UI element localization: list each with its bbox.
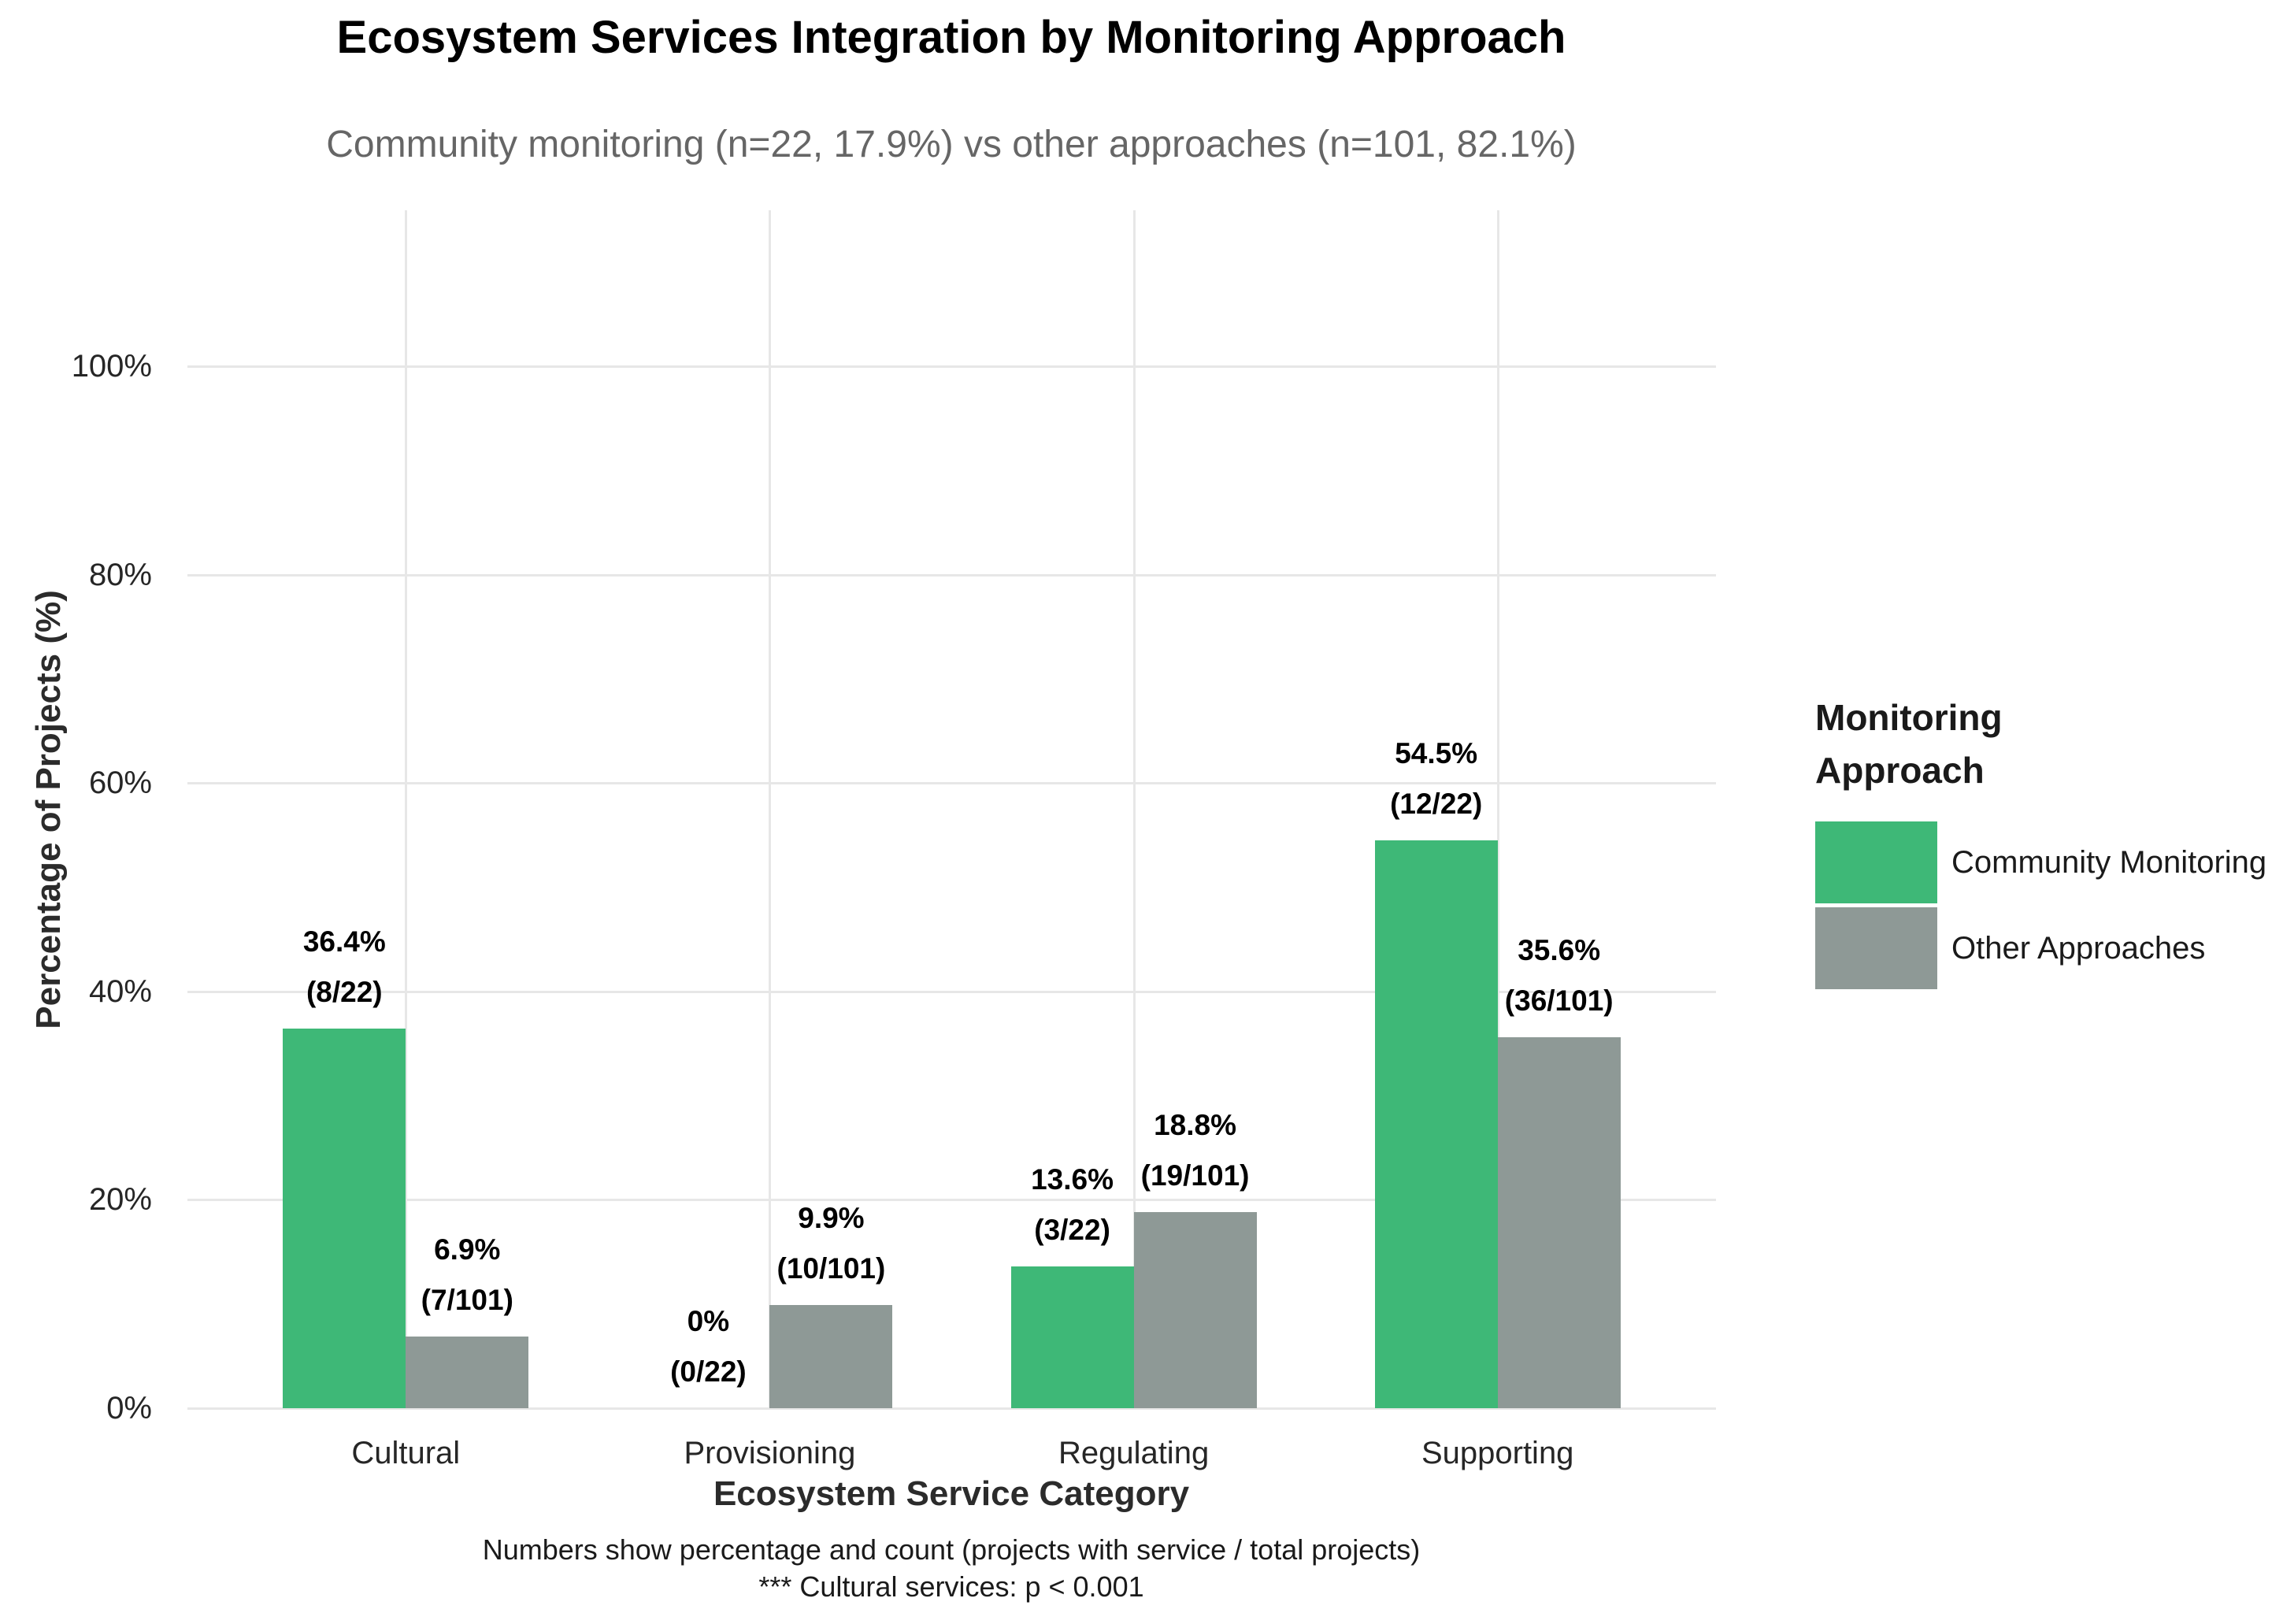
caption-line-1: Numbers show percentage and count (proje… (482, 1533, 1421, 1566)
bar-other-approaches-cultural (406, 1336, 529, 1408)
legend-item-other-approaches: Other Approaches (1815, 907, 2266, 989)
bar-value-label: 54.5% (12/22) (1263, 729, 1610, 829)
caption-line-2: *** Cultural services: p < 0.001 (758, 1570, 1144, 1603)
y-axis-tick-label: 80% (88, 557, 152, 592)
chart-title: Ecosystem Services Integration by Monito… (336, 12, 1566, 63)
bar-label-count: (0/22) (670, 1355, 747, 1388)
bar-label-count: (7/101) (421, 1283, 513, 1316)
bar-label-count: (3/22) (1034, 1214, 1110, 1247)
gridline-vertical (1496, 210, 1499, 1408)
bar-label-count: (8/22) (306, 976, 383, 1009)
plot-panel: 36.4% (8/22) 0% (0/22) 13.6% (3/22) 54.5% (12/2… (187, 210, 1716, 1410)
bar-value-label: 13.6% (3/22) (899, 1155, 1246, 1255)
bar-label-percent: 0% (687, 1305, 730, 1337)
gridline-vertical (405, 210, 408, 1408)
gridline-vertical (1132, 210, 1136, 1408)
x-axis-category-label: Supporting (1421, 1436, 1574, 1470)
legend-label-other-approaches: Other Approaches (1951, 930, 2206, 966)
x-axis-category-label: Cultural (351, 1436, 461, 1470)
bar-community-monitoring-cultural (283, 1029, 406, 1408)
bar-label-percent: 35.6% (1518, 934, 1601, 967)
legend-swatch-other-approaches (1815, 907, 1937, 989)
y-axis-tick-label: 0% (106, 1391, 152, 1426)
bar-community-monitoring-regulating (1010, 1266, 1134, 1408)
x-axis-category-label: Provisioning (684, 1436, 856, 1470)
bar-label-percent: 36.4% (302, 925, 386, 958)
bar-value-label: 18.8% (19/101) (1022, 1100, 1369, 1201)
bar-label-percent: 9.9% (798, 1202, 865, 1235)
gridline-horizontal (187, 990, 1716, 993)
bar-other-approaches-supporting (1497, 1037, 1621, 1408)
y-axis-title: Percentage of Projects (%) (29, 590, 68, 1029)
legend-item-community-monitoring: Community Monitoring (1815, 821, 2266, 903)
bar-value-label: 6.9% (7/101) (294, 1225, 640, 1326)
bar-label-count: (36/101) (1504, 984, 1614, 1018)
legend-swatch-community-monitoring (1815, 821, 1937, 903)
caption: Numbers show percentage and count (proje… (483, 1531, 1421, 1605)
bar-value-label: 0% (0/22) (535, 1296, 881, 1397)
bar-other-approaches-provisioning (769, 1305, 893, 1408)
bar-label-count: (19/101) (1140, 1159, 1250, 1192)
legend-items: Community Monitoring Other Approaches (1815, 821, 2266, 989)
gridline-horizontal (187, 365, 1716, 368)
bar-value-label: 36.4% (8/22) (171, 917, 517, 1018)
gridline-vertical (769, 210, 772, 1408)
chart-subtitle: Community monitoring (n=22, 17.9%) vs ot… (326, 124, 1577, 165)
bar-label-count: (10/101) (776, 1252, 886, 1285)
legend-label-community-monitoring: Community Monitoring (1951, 844, 2267, 880)
bar-label-count: (12/22) (1390, 787, 1483, 820)
bar-label-percent: 18.8% (1154, 1109, 1237, 1142)
bar-label-percent: 13.6% (1031, 1163, 1114, 1196)
y-axis-tick-label: 40% (88, 973, 152, 1009)
legend: Monitoring Approach Community Monitoring… (1815, 691, 2266, 993)
bar-value-label: 9.9% (10/101) (658, 1193, 1004, 1294)
gridline-horizontal (187, 1407, 1716, 1410)
gridline-horizontal (187, 782, 1716, 785)
gridline-horizontal (187, 573, 1716, 577)
gridline-horizontal (187, 1199, 1716, 1202)
x-axis-title: Ecosystem Service Category (713, 1474, 1190, 1513)
y-axis-tick-label: 20% (88, 1182, 152, 1218)
bar-value-label: 35.6% (36/101) (1386, 925, 1733, 1026)
legend-title: Monitoring Approach (1815, 697, 2003, 791)
x-axis-category-label: Regulating (1058, 1436, 1210, 1470)
bar-label-percent: 6.9% (434, 1233, 501, 1266)
bar-other-approaches-regulating (1133, 1212, 1257, 1408)
y-axis-tick-label: 60% (88, 766, 152, 801)
bar-label-percent: 54.5% (1395, 736, 1478, 769)
bar-community-monitoring-supporting (1374, 840, 1498, 1408)
y-axis-tick-label: 100% (71, 349, 152, 384)
